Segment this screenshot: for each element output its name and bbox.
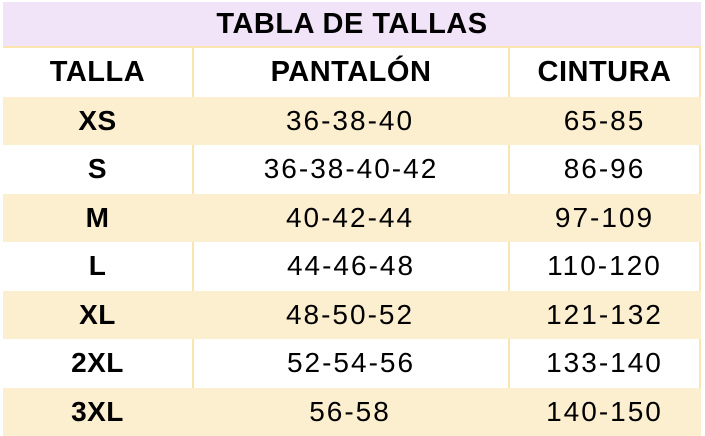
- cintura-cell: 86-96: [508, 145, 701, 194]
- size-cell: L: [88, 250, 107, 282]
- pantalon-cell: 52-54-56: [192, 339, 508, 388]
- size-cell: S: [87, 153, 108, 185]
- size-cell: M: [85, 201, 110, 233]
- cintura-cell: 97-109: [554, 201, 655, 233]
- header-cell-pantalon: PANTALÓN: [192, 48, 508, 97]
- cintura-cell: 110-120: [508, 242, 701, 291]
- cintura-cell: 121-132: [546, 298, 663, 330]
- pantalon-cell: 56-58: [309, 395, 391, 427]
- table-row-xs: XS 36-38-40 65-85: [3, 96, 701, 145]
- table-row-2xl: 2XL 52-54-56 133-140: [3, 339, 701, 388]
- table-row-l: L 44-46-48 110-120: [3, 242, 701, 291]
- pantalon-cell: 36-38-40: [285, 104, 415, 136]
- table-row-3xl: 3XL 56-58 140-150: [3, 387, 701, 436]
- size-cell: XS: [78, 104, 117, 136]
- size-table: TABLA DE TALLAS TALLA PANTALÓN CINTURA X…: [3, 2, 701, 436]
- table-row-xl: XL 48-50-52 121-132: [3, 290, 701, 339]
- cintura-cell: 140-150: [546, 395, 663, 427]
- header-cell-cintura: CINTURA: [508, 48, 701, 97]
- cintura-cell: 65-85: [563, 104, 646, 136]
- size-cell: 3XL: [71, 395, 124, 427]
- header-cell-talla: TALLA: [49, 55, 146, 88]
- pantalon-cell: 48-50-52: [285, 298, 415, 330]
- pantalon-cell: 44-46-48: [192, 242, 508, 291]
- cintura-cell: 133-140: [508, 339, 701, 388]
- pantalon-cell: 36-38-40-42: [192, 145, 508, 194]
- table-header-row: TALLA PANTALÓN CINTURA: [3, 48, 701, 97]
- table-row-m: M 40-42-44 97-109: [3, 193, 701, 242]
- size-cell: XL: [79, 298, 116, 330]
- table-row-s: S 36-38-40-42 86-96: [3, 145, 701, 194]
- size-cell: 2XL: [71, 347, 124, 379]
- pantalon-cell: 40-42-44: [285, 201, 415, 233]
- table-title: TABLA DE TALLAS: [3, 2, 701, 48]
